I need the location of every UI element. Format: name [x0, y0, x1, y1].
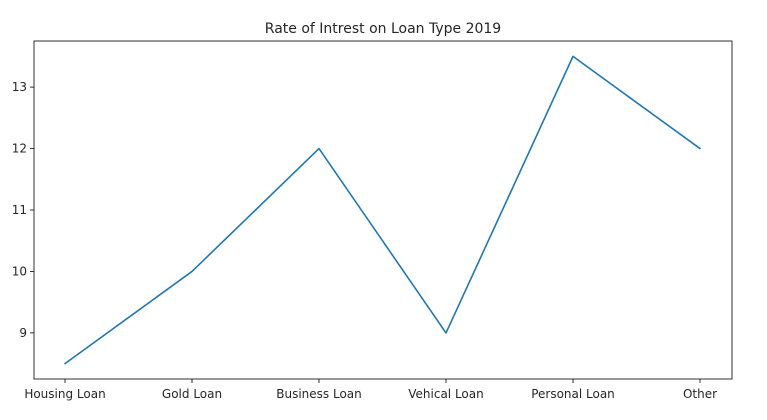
- x-tick-label: Housing Loan: [24, 387, 105, 401]
- x-tick-label: Personal Loan: [531, 387, 615, 401]
- chart-title: Rate of Intrest on Loan Type 2019: [265, 21, 501, 37]
- y-tick-label: 9: [19, 326, 27, 340]
- x-tick-label: Other: [683, 387, 717, 401]
- x-tick-label: Vehical Loan: [408, 387, 483, 401]
- x-tick-label: Gold Loan: [162, 387, 222, 401]
- plot-area: 9 10 11 12 13 Housing Loan Gold Loan Business L…: [12, 41, 732, 401]
- y-tick-label: 10: [12, 264, 27, 278]
- x-tick-label: Business Loan: [276, 387, 362, 401]
- axes-frame: [34, 41, 732, 379]
- y-tick-label: 12: [12, 142, 27, 156]
- series-line: [65, 56, 700, 363]
- y-tick-label: 11: [12, 203, 27, 217]
- y-tick-label: 13: [12, 80, 27, 94]
